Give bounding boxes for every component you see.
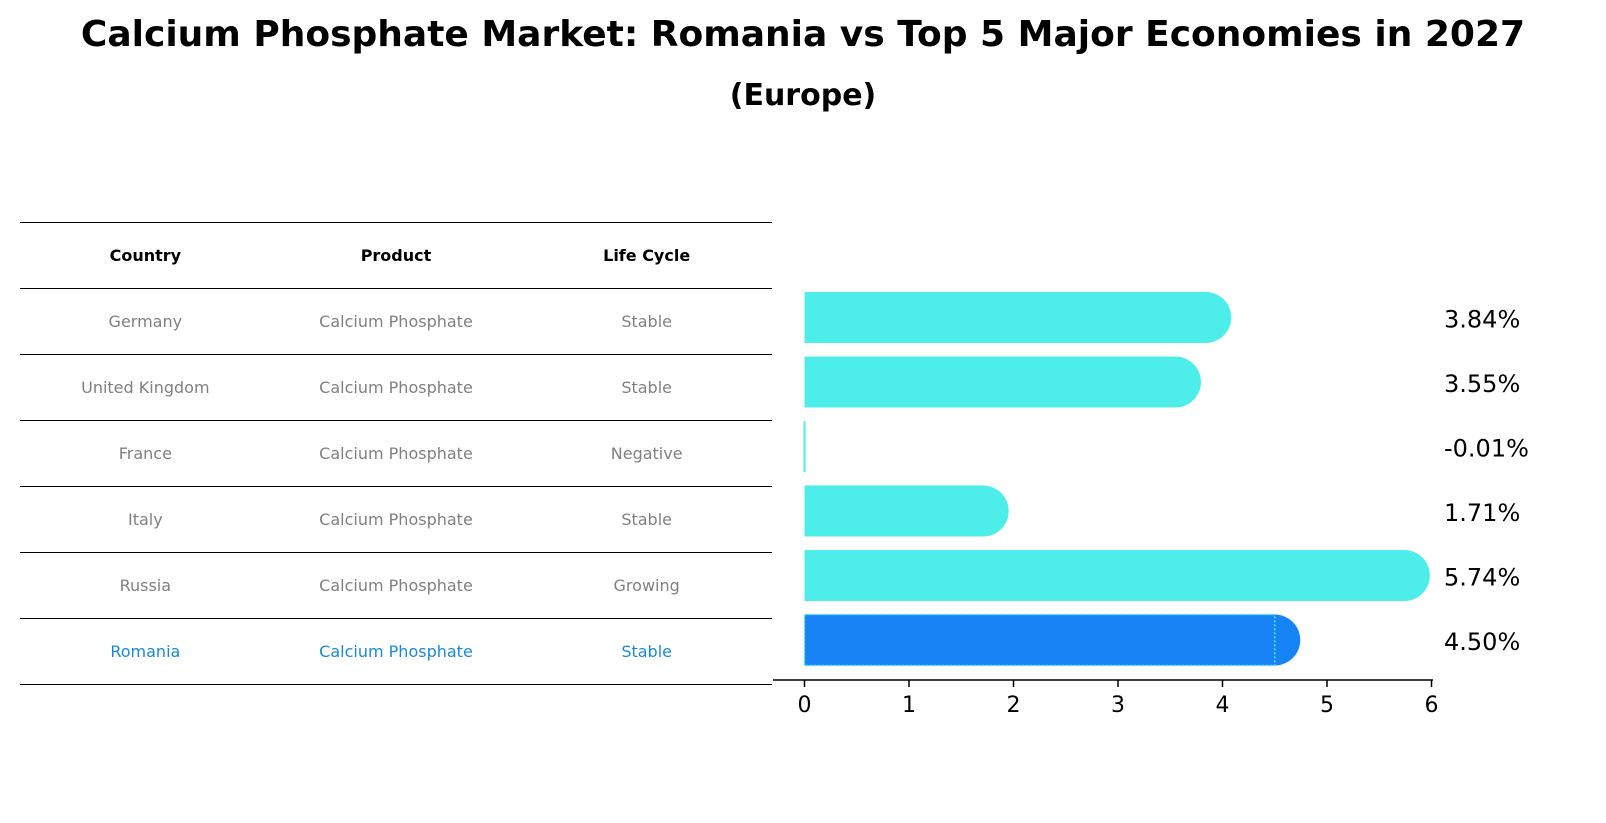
cell-product: Calcium Phosphate bbox=[270, 288, 522, 355]
cell-country: Germany bbox=[20, 288, 271, 355]
country-table: Country Product Life Cycle Germany Calci… bbox=[20, 222, 772, 685]
table-row: United Kingdom Calcium Phosphate Stable bbox=[20, 354, 772, 421]
cell-life-cycle: Stable bbox=[521, 354, 772, 421]
bar-cap-italy bbox=[957, 485, 1009, 537]
table-row: Russia Calcium Phosphate Growing bbox=[20, 552, 772, 619]
bar-france bbox=[803, 421, 806, 472]
bar-romania bbox=[804, 614, 1275, 666]
chart-subtitle: (Europe) bbox=[729, 78, 877, 113]
cell-life-cycle: Negative bbox=[521, 420, 772, 487]
table-row-highlighted: Romania Calcium Phosphate Stable bbox=[20, 618, 772, 685]
table-row: Germany Calcium Phosphate Stable bbox=[20, 288, 772, 355]
cell-life-cycle: Growing bbox=[521, 552, 772, 619]
cell-country: France bbox=[20, 420, 271, 487]
x-tick-label-2: 2 bbox=[1007, 693, 1021, 718]
bar-italy bbox=[804, 485, 984, 537]
cell-product: Calcium Phosphate bbox=[270, 420, 522, 487]
value-label-italy: 1.71% bbox=[1444, 499, 1520, 527]
bar-cap-russia bbox=[1378, 550, 1430, 601]
bar-germany bbox=[804, 292, 1206, 343]
value-label-germany: 3.84% bbox=[1444, 306, 1520, 334]
table-row: Italy Calcium Phosphate Stable bbox=[20, 486, 772, 553]
x-tick-label-0: 0 bbox=[798, 693, 812, 718]
bar-russia bbox=[804, 550, 1405, 601]
header-life-cycle: Life Cycle bbox=[521, 222, 772, 289]
cell-country: United Kingdom bbox=[20, 354, 271, 421]
x-tick-label-5: 5 bbox=[1320, 693, 1334, 718]
value-label-united-kingdom: 3.55% bbox=[1444, 370, 1520, 398]
bar-cap-germany bbox=[1180, 292, 1232, 343]
x-tick-label-1: 1 bbox=[902, 693, 916, 718]
cell-product: Calcium Phosphate bbox=[270, 354, 522, 421]
header-product: Product bbox=[270, 222, 522, 289]
cell-country: Italy bbox=[20, 486, 271, 553]
value-label-russia: 5.74% bbox=[1444, 564, 1520, 592]
x-tick-label-4: 4 bbox=[1216, 693, 1230, 718]
cell-country: Russia bbox=[20, 552, 271, 619]
bar-cap-united-kingdom bbox=[1149, 356, 1201, 408]
table-header-row: Country Product Life Cycle bbox=[20, 222, 772, 289]
bar-united-kingdom bbox=[804, 356, 1176, 408]
cell-life-cycle: Stable bbox=[521, 486, 772, 553]
table-row: France Calcium Phosphate Negative bbox=[20, 420, 772, 487]
cell-life-cycle: Stable bbox=[521, 618, 772, 685]
x-tick-label-6: 6 bbox=[1425, 693, 1439, 718]
x-tick-label-3: 3 bbox=[1111, 693, 1125, 718]
bar-cap-romania bbox=[1249, 614, 1301, 666]
chart-title: Calcium Phosphate Market: Romania vs Top… bbox=[80, 14, 1526, 55]
bar-outline-romania bbox=[803, 613, 1276, 667]
cell-life-cycle: Stable bbox=[521, 288, 772, 355]
value-label-romania: 4.50% bbox=[1444, 628, 1520, 656]
header-country: Country bbox=[20, 222, 271, 289]
value-label-france: -0.01% bbox=[1444, 435, 1529, 463]
bar-chart: 3.84% 3.55% -0.01% 1.71% 5.74% 4.50% 0 1 2 3 4 5 6 bbox=[773, 292, 1529, 718]
cell-product: Calcium Phosphate bbox=[270, 618, 522, 685]
cell-product: Calcium Phosphate bbox=[270, 552, 522, 619]
cell-product: Calcium Phosphate bbox=[270, 486, 522, 553]
cell-country: Romania bbox=[20, 618, 271, 685]
